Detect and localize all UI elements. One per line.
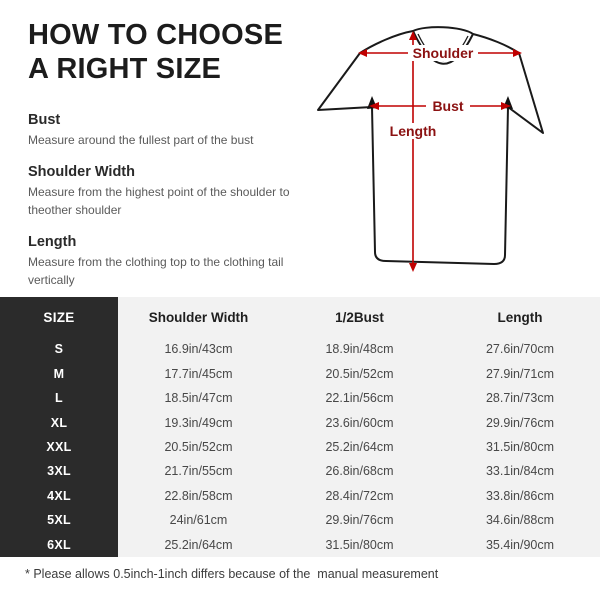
size-label-s: S: [0, 337, 118, 362]
length-value-5xl: 34.6in/88cm: [440, 508, 600, 533]
shoulder-arrowhead-left: [358, 49, 367, 57]
size-label-3xl: 3XL: [0, 459, 118, 484]
shoulder-value-m: 17.7in/45cm: [118, 361, 279, 386]
guide-heading-shoulder: Shoulder Width: [28, 164, 135, 181]
bust-label: Bust: [432, 98, 463, 114]
length-arrowhead-top: [409, 31, 417, 40]
guide-body-length: Measure from the clothing top to the clo…: [28, 255, 284, 287]
table-header-size: SIZE: [0, 297, 118, 337]
shoulder-label: Shoulder: [413, 45, 474, 61]
measurement-footnote: * Please allows 0.5inch-1inch differs be…: [25, 567, 439, 581]
intro-column: HOW TO CHOOSE A RIGHT SIZE Bust Measure …: [28, 18, 293, 304]
size-label-l: L: [0, 385, 118, 411]
measurement-guide: Bust Measure around the fullest part of …: [28, 112, 293, 289]
guide-section-bust: Bust Measure around the fullest part of …: [28, 112, 293, 149]
shoulder-value-xxl: 20.5in/52cm: [118, 434, 279, 460]
guide-body-shoulder: Measure from the highest point of the sh…: [28, 185, 290, 217]
page-title-line2: A RIGHT SIZE: [28, 53, 222, 85]
bust-value-5xl: 29.9in/76cm: [279, 508, 440, 533]
bust-arrowhead-left: [369, 102, 379, 110]
length-value-l: 28.7in/73cm: [440, 385, 600, 411]
table-header-bust: 1/2Bust: [279, 297, 440, 337]
page-title: HOW TO CHOOSE A RIGHT SIZE: [28, 18, 293, 86]
shoulder-value-s: 16.9in/43cm: [118, 337, 279, 362]
size-label-m: M: [0, 361, 118, 386]
bust-value-s: 18.9in/48cm: [279, 337, 440, 362]
length-value-m: 27.9in/71cm: [440, 361, 600, 386]
guide-section-length: Length Measure from the clothing top to …: [28, 234, 293, 289]
length-value-4xl: 33.8in/86cm: [440, 483, 600, 509]
tshirt-diagram: Shoulder Bust Length: [317, 26, 544, 272]
length-value-3xl: 33.1in/84cm: [440, 459, 600, 484]
guide-section-shoulder: Shoulder Width Measure from the highest …: [28, 164, 293, 219]
shoulder-value-l: 18.5in/47cm: [118, 385, 279, 411]
shoulder-label-bg: [408, 45, 478, 61]
shoulder-value-4xl: 22.8in/58cm: [118, 483, 279, 509]
bust-arrowhead-right: [501, 102, 511, 110]
shoulder-value-5xl: 24in/61cm: [118, 508, 279, 533]
size-label-6xl: 6XL: [0, 532, 118, 557]
length-arrowhead-bottom: [409, 263, 417, 272]
table-header-shoulder: Shoulder Width: [118, 297, 279, 337]
shoulder-value-6xl: 25.2in/64cm: [118, 532, 279, 557]
length-value-s: 27.6in/70cm: [440, 337, 600, 362]
bust-value-6xl: 31.5in/80cm: [279, 532, 440, 557]
size-label-5xl: 5XL: [0, 508, 118, 533]
bust-value-4xl: 28.4in/72cm: [279, 483, 440, 509]
bust-value-m: 20.5in/52cm: [279, 361, 440, 386]
bust-value-l: 22.1in/56cm: [279, 385, 440, 411]
size-label-xl: XL: [0, 410, 118, 435]
length-value-6xl: 35.4in/90cm: [440, 532, 600, 557]
shoulder-value-xl: 19.3in/49cm: [118, 410, 279, 435]
guide-body-bust: Measure around the fullest part of the b…: [28, 133, 254, 147]
table-header-length: Length: [440, 297, 600, 337]
length-value-xl: 29.9in/76cm: [440, 410, 600, 435]
size-label-4xl: 4XL: [0, 483, 118, 509]
bust-value-xl: 23.6in/60cm: [279, 410, 440, 435]
tshirt-outline: [317, 26, 544, 265]
shoulder-value-3xl: 21.7in/55cm: [118, 459, 279, 484]
guide-heading-bust: Bust: [28, 112, 61, 128]
length-value-xxl: 31.5in/80cm: [440, 434, 600, 460]
page-title-line1: HOW TO CHOOSE: [28, 19, 284, 51]
length-label: Length: [390, 123, 437, 139]
size-label-xxl: XXL: [0, 434, 118, 460]
bust-value-xxl: 25.2in/64cm: [279, 434, 440, 460]
shoulder-arrowhead-right: [513, 49, 522, 57]
size-table: SIZE Shoulder Width 1/2Bust Length S 16.…: [0, 297, 600, 557]
guide-heading-length: Length: [28, 234, 77, 251]
length-label-bg: [384, 123, 442, 139]
bust-label-bg: [426, 98, 470, 114]
bust-value-3xl: 26.8in/68cm: [279, 459, 440, 484]
